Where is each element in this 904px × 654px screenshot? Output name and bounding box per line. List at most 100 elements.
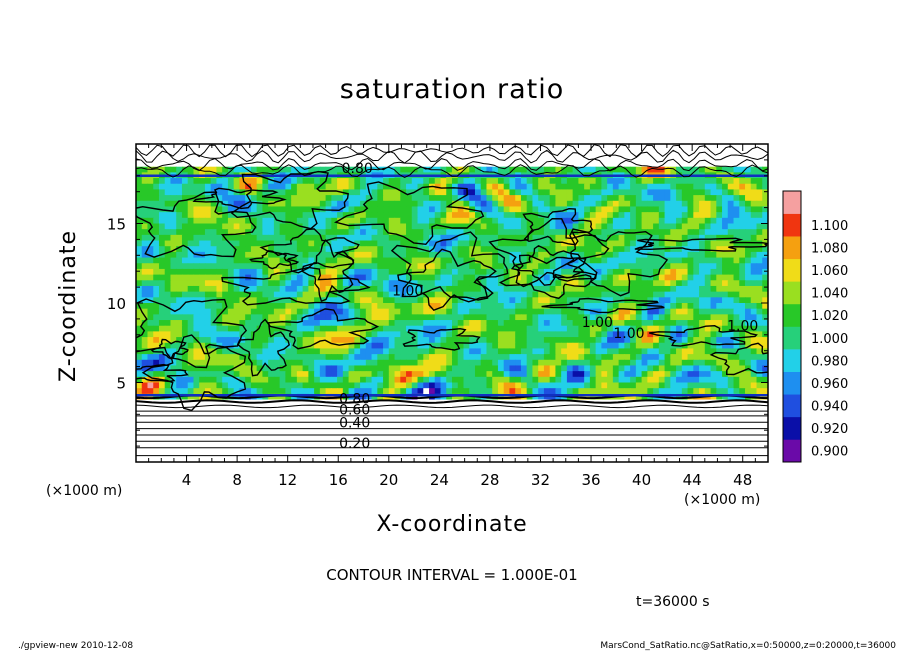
- heatmap-cell: [440, 376, 447, 384]
- heatmap-cell: [647, 178, 654, 185]
- heatmap-cell: [136, 189, 143, 196]
- heatmap-cell: [406, 251, 413, 259]
- heatmap-cell: [750, 166, 758, 173]
- heatmap-cell: [153, 144, 160, 151]
- heatmap-cell: [538, 246, 545, 253]
- heatmap-cell: [578, 382, 585, 389]
- heatmap-cell: [136, 166, 143, 173]
- heatmap-cell: [750, 200, 758, 208]
- heatmap-cell: [337, 183, 344, 191]
- heatmap-cell: [486, 178, 493, 185]
- heatmap-cell: [239, 376, 246, 384]
- heatmap-cell: [279, 149, 286, 156]
- heatmap-cell: [653, 308, 660, 315]
- heatmap-cell: [342, 291, 350, 298]
- heatmap-cell: [337, 149, 344, 156]
- heatmap-cell: [319, 161, 327, 168]
- heatmap-cell: [176, 365, 183, 372]
- heatmap-cell: [285, 234, 292, 242]
- heatmap-cell: [474, 325, 482, 332]
- heatmap-cell: [578, 200, 585, 208]
- heatmap-cell: [176, 285, 183, 293]
- heatmap-cell: [601, 234, 608, 242]
- heatmap-cell: [549, 308, 557, 315]
- heatmap-cell: [337, 212, 344, 219]
- heatmap-cell: [348, 189, 355, 196]
- heatmap-cell: [612, 376, 620, 384]
- heatmap-cell: [394, 297, 401, 304]
- heatmap-cell: [566, 388, 574, 395]
- heatmap-cell: [394, 291, 401, 298]
- heatmap-cell: [653, 325, 660, 332]
- heatmap-cell: [687, 178, 694, 185]
- heatmap-cell: [676, 206, 683, 213]
- heatmap-cell: [204, 399, 212, 406]
- heatmap-cell: [337, 223, 344, 230]
- heatmap-cell: [210, 166, 218, 173]
- heatmap-cell: [635, 314, 643, 321]
- heatmap-cell: [733, 144, 740, 151]
- heatmap-cell: [314, 303, 321, 310]
- heatmap-cell: [429, 376, 436, 384]
- heatmap-cell: [676, 337, 683, 344]
- heatmap-cell: [727, 359, 735, 367]
- heatmap-cell: [670, 382, 677, 389]
- heatmap-cell: [314, 246, 321, 253]
- heatmap-cell: [722, 268, 729, 276]
- heatmap-cell: [371, 371, 378, 378]
- heatmap-cell: [520, 359, 528, 367]
- heatmap-cell: [486, 246, 493, 253]
- heatmap-cell: [187, 178, 195, 185]
- heatmap-cell: [653, 359, 660, 367]
- heatmap-cell: [446, 166, 453, 173]
- heatmap-cell: [658, 308, 666, 315]
- heatmap-cell: [136, 285, 143, 293]
- heatmap-cell: [538, 359, 545, 367]
- heatmap-cell: [273, 393, 281, 401]
- heatmap-cell: [687, 229, 694, 236]
- heatmap-cell: [158, 342, 166, 350]
- heatmap-cell: [492, 388, 499, 395]
- heatmap-cell: [664, 257, 671, 264]
- heatmap-cell: [181, 178, 189, 185]
- heatmap-cell: [308, 337, 315, 344]
- heatmap-cell: [699, 308, 706, 315]
- heatmap-cell: [727, 280, 735, 287]
- heatmap-cell: [687, 348, 694, 355]
- heatmap-cell: [641, 291, 648, 298]
- heatmap-cell: [452, 166, 459, 173]
- heatmap-cell: [434, 240, 442, 247]
- heatmap-cell: [377, 223, 384, 230]
- heatmap-cell: [291, 382, 298, 389]
- heatmap-cell: [739, 274, 746, 281]
- heatmap-cell: [595, 365, 602, 372]
- heatmap-cell: [176, 217, 183, 225]
- heatmap-cell: [670, 144, 677, 151]
- heatmap-cell: [733, 178, 740, 185]
- heatmap-cell: [291, 348, 298, 355]
- heatmap-cell: [158, 371, 166, 378]
- heatmap-cell: [331, 359, 338, 367]
- heatmap-cell: [302, 223, 309, 230]
- heatmap-cell: [601, 263, 608, 270]
- heatmap-cell: [704, 206, 712, 213]
- heatmap-cell: [319, 285, 327, 293]
- heatmap-cell: [371, 155, 378, 162]
- heatmap-cell: [337, 320, 344, 327]
- heatmap-cell: [216, 189, 223, 196]
- heatmap-cell: [141, 149, 149, 156]
- heatmap-cell: [727, 257, 735, 264]
- heatmap-cell: [676, 320, 683, 327]
- heatmap-cell: [658, 144, 666, 151]
- heatmap-cell: [722, 393, 729, 401]
- heatmap-cell: [727, 382, 735, 389]
- heatmap-cell: [750, 195, 758, 202]
- heatmap-cell: [268, 189, 275, 196]
- heatmap-cell: [486, 342, 493, 350]
- heatmap-cell: [170, 212, 177, 219]
- heatmap-cell: [250, 144, 258, 151]
- heatmap-cell: [503, 263, 511, 270]
- heatmap-cell: [233, 240, 241, 247]
- heatmap-cell: [302, 308, 309, 315]
- heatmap-cell: [337, 285, 344, 293]
